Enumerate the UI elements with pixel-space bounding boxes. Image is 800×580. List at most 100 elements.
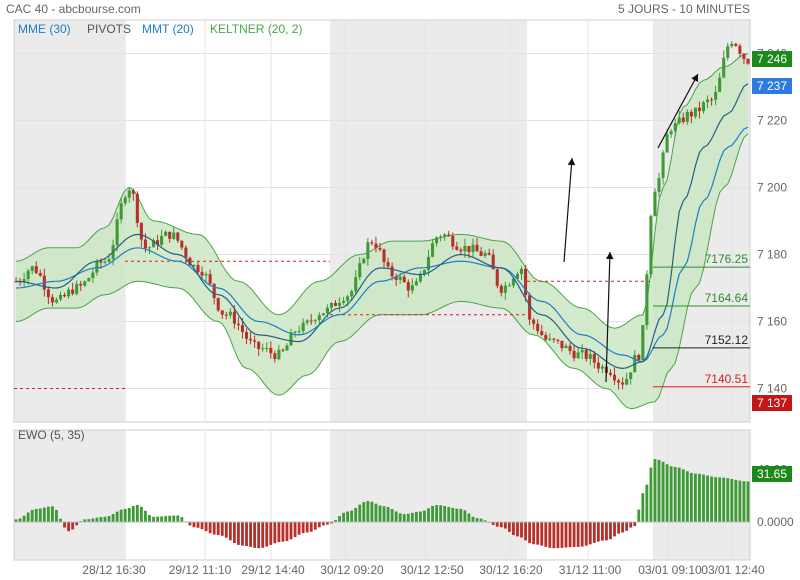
ewo-bar [746,481,750,522]
ewo-bar [30,509,34,522]
ewo-bar [390,508,394,522]
ewo-bar [293,522,297,538]
ewo-bar [378,505,382,522]
candle-body [665,134,669,153]
ewo-bar [673,466,677,522]
candle-body [333,302,338,307]
ewo-bar [544,522,548,547]
price-tick-label: 7 180 [757,248,787,262]
ewo-bar [435,504,439,522]
ewo-bar [366,501,370,522]
ewo-bar [625,522,629,531]
candle-body [499,285,503,293]
legend-mmt[interactable]: MMT (20) [142,22,194,36]
ewo-bar [350,510,354,522]
candle-body [139,222,143,240]
candle-body [50,297,54,303]
ewo-bar [738,480,742,522]
candle-body [657,177,661,192]
ewo-bar [144,510,147,522]
ewo-bar [269,522,273,545]
candle-body [552,338,556,340]
ewo-bar [524,522,527,541]
candle-body [317,315,321,321]
candle-body [374,243,378,248]
ewo-badge: 31.65 [757,467,787,481]
candle-body [228,311,232,316]
ewo-bar [645,484,649,522]
ewo-bar [99,517,103,522]
candle-body [414,281,418,286]
ewo-bar [532,522,536,545]
candle-body [515,273,520,279]
candle-body [346,296,350,301]
candle-body [382,249,386,263]
candle-body [467,245,471,253]
candle-body [236,323,240,326]
candle-body [240,325,245,332]
candle-body [196,264,200,273]
legend-mme[interactable]: MME (30) [18,22,71,36]
ewo-bar [726,478,730,522]
ewo-bar [156,516,159,522]
ewo-bar [370,501,374,522]
period-selector[interactable]: 5 JOURS - 10 MINUTES [617,2,750,16]
ewo-bar [374,503,378,522]
candle-body [693,107,697,117]
ewo-bar [677,467,681,522]
candle-body [265,347,269,349]
candle-body [115,219,119,246]
candle-body [75,283,79,294]
ewo-bar [71,522,75,530]
candle-body [281,349,285,351]
candle-body [572,350,576,359]
ewo-bar [83,519,87,522]
x-tick-label: 28/12 16:30 [82,563,146,577]
ewo-bar [499,522,503,528]
candle-body [677,117,681,124]
ewo-bar [613,522,616,537]
ewo-bar [471,516,475,522]
ewo-bar [46,506,50,522]
ewo-bar [556,522,560,549]
ewo-bar [297,522,301,535]
ewo-bar [431,505,434,522]
candle-body [669,131,673,135]
candle-body [443,234,447,237]
candle-body [439,236,443,238]
ewo-bar [459,508,463,522]
ewo-bar [241,522,244,546]
candle-body [184,247,188,258]
legend-keltner[interactable]: KELTNER (20, 2) [210,22,302,36]
candle-body [645,274,649,326]
ewo-bar [451,507,455,522]
candle-body [661,152,665,178]
candle-body [426,256,431,270]
ewo-bar [14,519,18,522]
candle-body [495,269,499,286]
candle-body [358,263,362,278]
ewo-bar [439,505,443,522]
candle-body [617,380,621,383]
candle-body [220,310,224,315]
candle-body [200,272,204,276]
candle-body [722,57,726,78]
ewo-bar [491,522,495,525]
ewo-bar [528,522,532,544]
candle-body [212,283,216,299]
candle-body [71,289,75,294]
ewo-bar [107,516,111,522]
candle-body [123,197,127,204]
legend-pivots[interactable]: PIVOTS [87,22,131,36]
ewo-bar [152,516,155,522]
last-low-badge-bg [752,395,792,411]
candle-body [718,77,722,92]
ewo-bar [135,504,139,522]
x-tick-label: 29/12 14:40 [241,563,305,577]
candle-body [143,239,147,249]
ewo-bar [637,509,641,522]
ewo-bar [406,513,410,522]
ewo-bar [305,522,309,533]
ewo-bar [285,522,289,542]
